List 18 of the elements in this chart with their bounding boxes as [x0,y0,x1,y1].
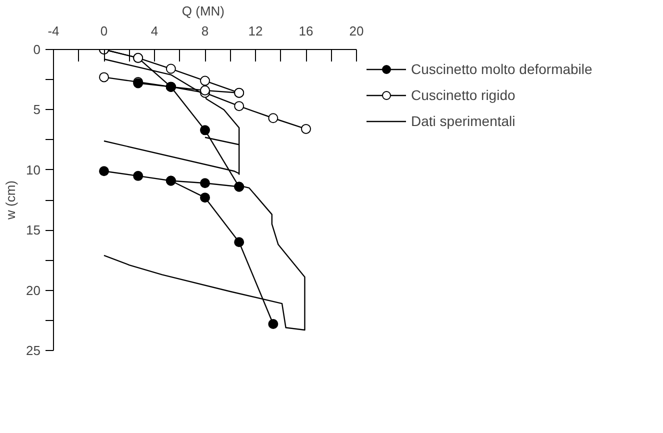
y-tick-label: 15 [26,222,41,238]
y-tick-label: 20 [26,282,41,298]
y-tick-label: 5 [33,102,41,118]
y-tick-label: 10 [26,162,41,178]
x-tick-label: 4 [150,24,158,38]
y-tick-label: 25 [26,343,41,358]
x-tick-label: 20 [349,24,364,38]
y-axis-title: w (cm) [3,180,18,220]
legend-label: Cuscinetto rigido [411,87,516,103]
legend-label: Cuscinetto molto deformabile [411,61,592,77]
x-axis-title: Q (MN) [182,4,225,18]
legend-label: Dati sperimentali [411,113,516,129]
x-tick-label: -4 [48,24,60,38]
x-tick-label: 0 [100,24,108,38]
x-tick-label: 8 [201,24,209,38]
x-tick-label: 16 [298,24,314,38]
y-tick-label: 0 [33,42,41,57]
x-tick-label: 12 [248,24,263,38]
